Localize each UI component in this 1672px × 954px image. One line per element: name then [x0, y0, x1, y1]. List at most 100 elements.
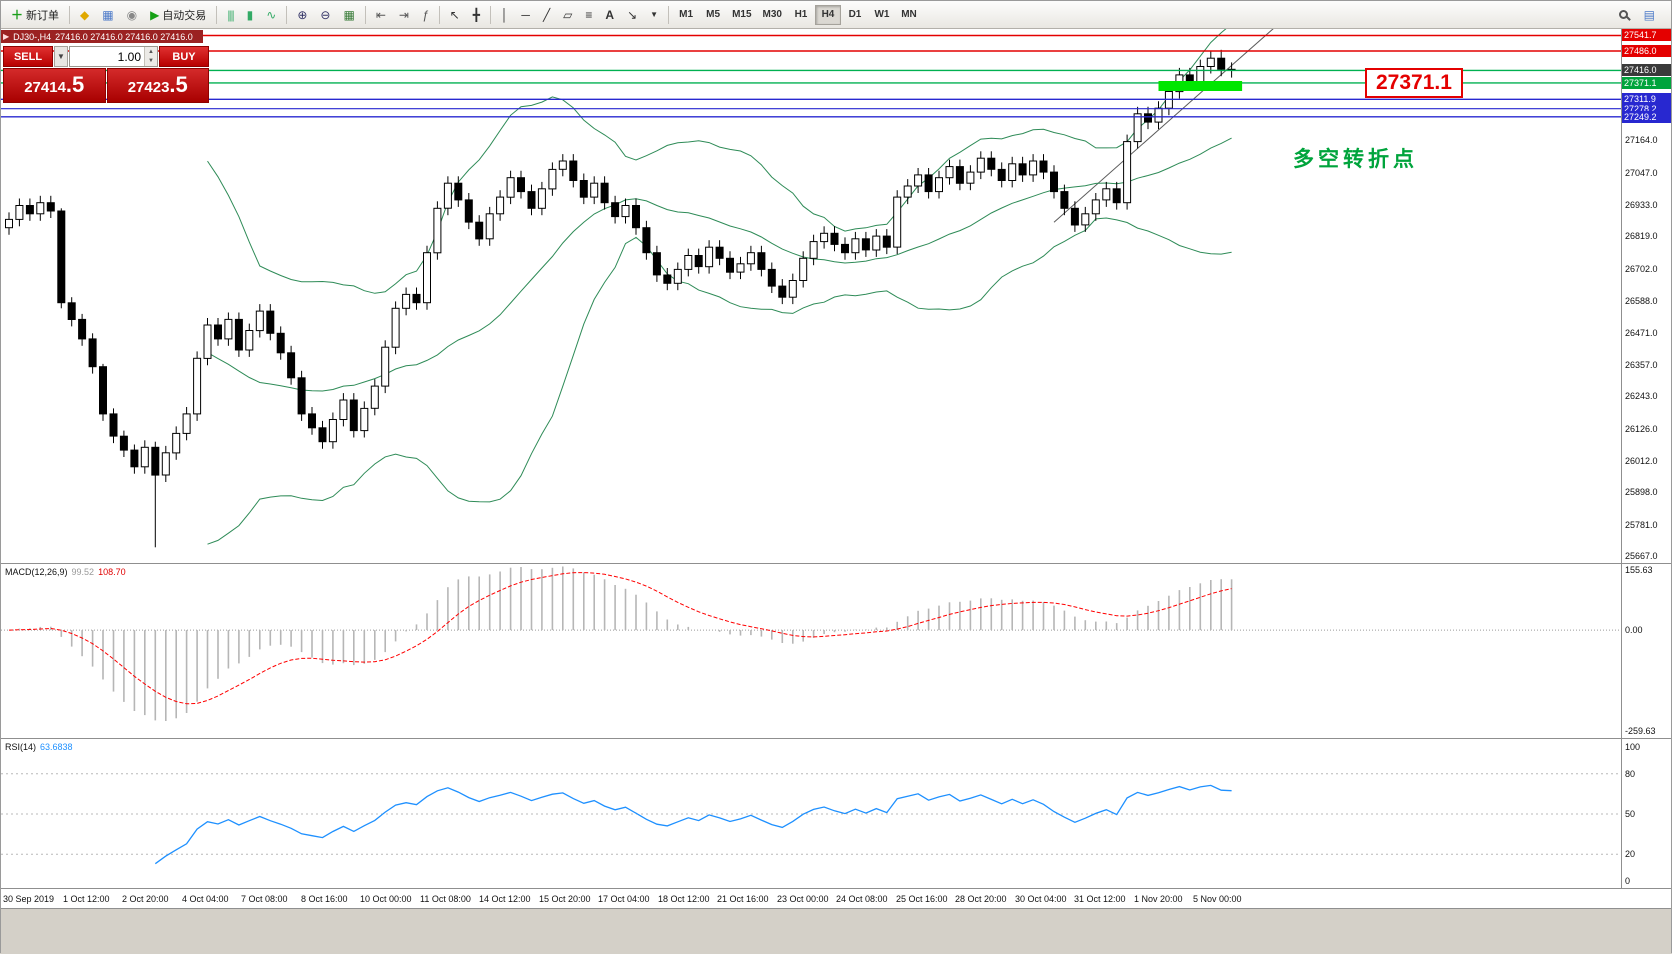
- cursor-button[interactable]: ↖: [444, 4, 466, 26]
- auto-scroll-button[interactable]: ⇤: [370, 4, 392, 26]
- arrow-object-button[interactable]: ↘: [621, 4, 643, 26]
- time-label: 15 Oct 20:00: [539, 894, 591, 904]
- main-chart-panel[interactable]: 27164.0 27047.0 26933.0 26819.0 26702.0 26588…: [1, 29, 1671, 564]
- volume-up-button[interactable]: ▲: [145, 47, 157, 57]
- play-icon: ▶: [150, 7, 160, 22]
- bar-chart-button[interactable]: |||: [221, 4, 239, 26]
- channel-button[interactable]: ▱: [557, 4, 578, 26]
- window-background: [1, 909, 1671, 954]
- rsi-tick: 50: [1625, 809, 1636, 819]
- crosshair-button[interactable]: ╋: [467, 4, 486, 26]
- refresh-icon: ◉: [126, 7, 138, 22]
- toolbar-right-group: ▤: [1613, 4, 1667, 26]
- price-marker-label: 27249.2: [1622, 111, 1671, 123]
- time-label: 7 Oct 08:00: [241, 894, 288, 904]
- time-label: 23 Oct 00:00: [777, 894, 829, 904]
- timeframe-button-D1[interactable]: D1: [842, 5, 868, 25]
- time-label: 24 Oct 08:00: [836, 894, 888, 904]
- refresh-button[interactable]: ◉: [121, 4, 143, 26]
- timeframe-button-H4[interactable]: H4: [814, 4, 841, 25]
- zoom-out-icon: ⊖: [320, 7, 331, 22]
- timeframe-button-M1[interactable]: M1: [673, 5, 699, 25]
- price-tick: 26012.0: [1625, 456, 1658, 466]
- line-chart-button[interactable]: ∿: [260, 4, 282, 26]
- favorites-button[interactable]: ◆: [74, 4, 95, 26]
- volume-input[interactable]: [70, 47, 144, 66]
- price-callout-label[interactable]: 27371.1: [1365, 68, 1463, 98]
- tile-windows-button[interactable]: ▦: [337, 4, 360, 26]
- timeframe-button-M15[interactable]: M15: [727, 5, 756, 25]
- rsi-tick: 100: [1625, 742, 1641, 752]
- buy-button[interactable]: BUY: [159, 46, 209, 67]
- time-label: 11 Oct 08:00: [420, 894, 471, 904]
- new-order-label: 新订单: [26, 9, 60, 22]
- rsi-tick: 20: [1625, 849, 1636, 859]
- volume-down-button[interactable]: ▼: [145, 56, 157, 66]
- macd-signal-value: 108.70: [98, 567, 126, 577]
- separator: [364, 5, 366, 24]
- separator: [286, 5, 288, 24]
- price-marker-label: 27541.7: [1622, 29, 1671, 41]
- symbol-ohlc: 27416.0 27416.0 27416.0 27416.0: [55, 31, 193, 42]
- chart-window-button[interactable]: ▦: [96, 4, 119, 26]
- price-chart-svg[interactable]: [1, 29, 1623, 564]
- trendline-button[interactable]: ╱: [537, 4, 556, 26]
- price-tick: 26702.0: [1625, 264, 1658, 274]
- rsi-chart-svg[interactable]: [1, 739, 1623, 889]
- search-button[interactable]: [1613, 4, 1634, 26]
- candlestick-button[interactable]: ▮: [241, 4, 260, 26]
- volume-spinner: ▲ ▼: [144, 47, 157, 66]
- shapes-dropdown-button[interactable]: ▼: [644, 4, 664, 26]
- time-label: 28 Oct 20:00: [955, 894, 1007, 904]
- timeframe-button-MN[interactable]: MN: [896, 5, 922, 25]
- macd-label: MACD(12,26,9) 99.52 108.70: [5, 567, 126, 577]
- auto-trading-button[interactable]: ▶ 自动交易: [144, 4, 212, 26]
- indicators-button[interactable]: ƒ: [416, 4, 435, 26]
- time-label: 18 Oct 12:00: [658, 894, 710, 904]
- time-label: 31 Oct 12:00: [1074, 894, 1126, 904]
- channel-icon: ▱: [563, 7, 573, 22]
- macd-axis[interactable]: 155.63 0.00 -259.63: [1621, 564, 1671, 738]
- zoom-in-icon: ⊕: [297, 7, 308, 22]
- line-chart-icon: ∿: [266, 7, 277, 22]
- turning-point-annotation[interactable]: 多空转折点: [1293, 148, 1418, 171]
- trade-options-dropdown[interactable]: ▼: [54, 46, 68, 67]
- diamond-icon: ◆: [80, 7, 90, 22]
- text-label-button[interactable]: A: [599, 4, 620, 26]
- zoom-out-button[interactable]: ⊖: [314, 4, 336, 26]
- price-tick: 26471.0: [1625, 328, 1658, 338]
- rsi-value: 63.6838: [40, 742, 73, 752]
- report-button[interactable]: ▤: [1638, 4, 1661, 26]
- candlestick-icon: ▮: [246, 7, 254, 22]
- bar-chart-icon: |||: [227, 7, 234, 22]
- buy-price-button[interactable]: 27423.5: [106, 68, 209, 103]
- tile-windows-icon: ▦: [343, 7, 355, 22]
- new-order-button[interactable]: ＋ 新订单: [5, 4, 65, 26]
- macd-chart-svg[interactable]: [1, 564, 1623, 739]
- fibonacci-button[interactable]: ≡: [579, 4, 598, 26]
- time-label: 4 Oct 04:00: [182, 894, 229, 904]
- time-label: 21 Oct 16:00: [717, 894, 769, 904]
- macd-panel[interactable]: MACD(12,26,9) 99.52 108.70 155.63 0.00 -259.…: [1, 564, 1671, 739]
- vertical-line-button[interactable]: │: [495, 4, 515, 26]
- rsi-axis[interactable]: 100 80 50 20 0: [1621, 739, 1671, 888]
- chart-shift-button[interactable]: ⇥: [393, 4, 415, 26]
- price-tick: 26357.0: [1625, 360, 1658, 370]
- zoom-in-button[interactable]: ⊕: [291, 4, 313, 26]
- timeframe-button-M30[interactable]: M30: [758, 5, 787, 25]
- rsi-panel[interactable]: RSI(14) 63.6838 100 80 50 20 0: [1, 739, 1671, 889]
- chart-arrow-icon: ▶: [3, 32, 10, 41]
- timeframe-button-W1[interactable]: W1: [869, 5, 895, 25]
- time-label: 14 Oct 12:00: [479, 894, 531, 904]
- timeframe-button-M5[interactable]: M5: [700, 5, 726, 25]
- time-label: 1 Nov 20:00: [1134, 894, 1183, 904]
- time-label: 17 Oct 04:00: [598, 894, 650, 904]
- sell-button[interactable]: SELL: [3, 46, 53, 67]
- horizontal-line-button[interactable]: ─: [515, 4, 536, 26]
- sell-price-button[interactable]: 27414.5: [3, 68, 106, 103]
- timeframe-group: M1 M5 M15 M30 H1 H4 D1 W1 MN: [673, 4, 922, 25]
- price-axis[interactable]: 27164.0 27047.0 26933.0 26819.0 26702.0 26588…: [1621, 29, 1671, 563]
- timeframe-button-H1[interactable]: H1: [788, 5, 814, 25]
- time-axis[interactable]: 30 Sep 2019 1 Oct 12:00 2 Oct 20:00 4 Oct 0…: [1, 889, 1671, 909]
